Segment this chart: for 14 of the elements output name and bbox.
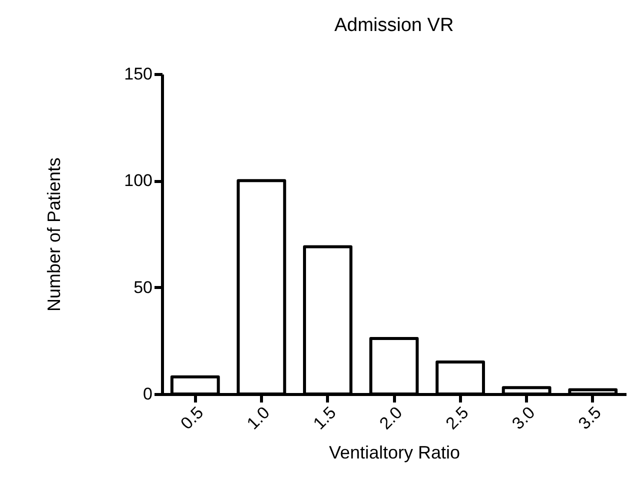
x-tick-label: 3.0 [508, 403, 539, 434]
x-tick-label: 1.0 [243, 403, 274, 434]
x-axis-title: Ventialtory Ratio [328, 442, 460, 463]
y-tick-label: 100 [124, 171, 152, 190]
x-tick-label: 0.5 [177, 403, 208, 434]
y-tick-label: 50 [134, 278, 152, 297]
x-tick-label: 2.0 [376, 403, 406, 434]
x-tick-label: 1.5 [310, 403, 340, 434]
y-axis-title: Number of Patients [44, 157, 64, 312]
chart-title: Admission VR [334, 15, 454, 36]
x-tick-label: 2.5 [442, 403, 472, 434]
y-tick-label: 0 [143, 384, 152, 404]
y-tick-label: 150 [124, 64, 152, 84]
x-tick-label: 3.5 [574, 403, 605, 434]
